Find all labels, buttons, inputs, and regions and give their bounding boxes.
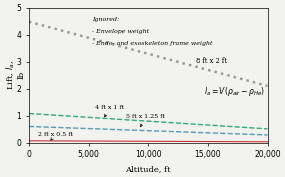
Text: 8 ft x 2 ft: 8 ft x 2 ft xyxy=(196,57,227,65)
Text: - Endo- and exoskeleton frame weight: - Endo- and exoskeleton frame weight xyxy=(92,41,213,46)
Text: - Envelope weight: - Envelope weight xyxy=(92,29,149,34)
Text: $l_a = V(\rho_{air} - \rho_{He})$: $l_a = V(\rho_{air} - \rho_{He})$ xyxy=(204,85,266,98)
Text: 4 ft x 1 ft: 4 ft x 1 ft xyxy=(95,105,125,117)
X-axis label: Altitude, ft: Altitude, ft xyxy=(125,165,171,173)
Text: 5 ft x 1.25 ft: 5 ft x 1.25 ft xyxy=(126,114,165,127)
Text: 2 ft x 0.5 ft: 2 ft x 0.5 ft xyxy=(38,132,73,140)
Text: Ignored:: Ignored: xyxy=(92,17,119,22)
Y-axis label: Lift, $l_a$,
lb: Lift, $l_a$, lb xyxy=(4,60,26,90)
